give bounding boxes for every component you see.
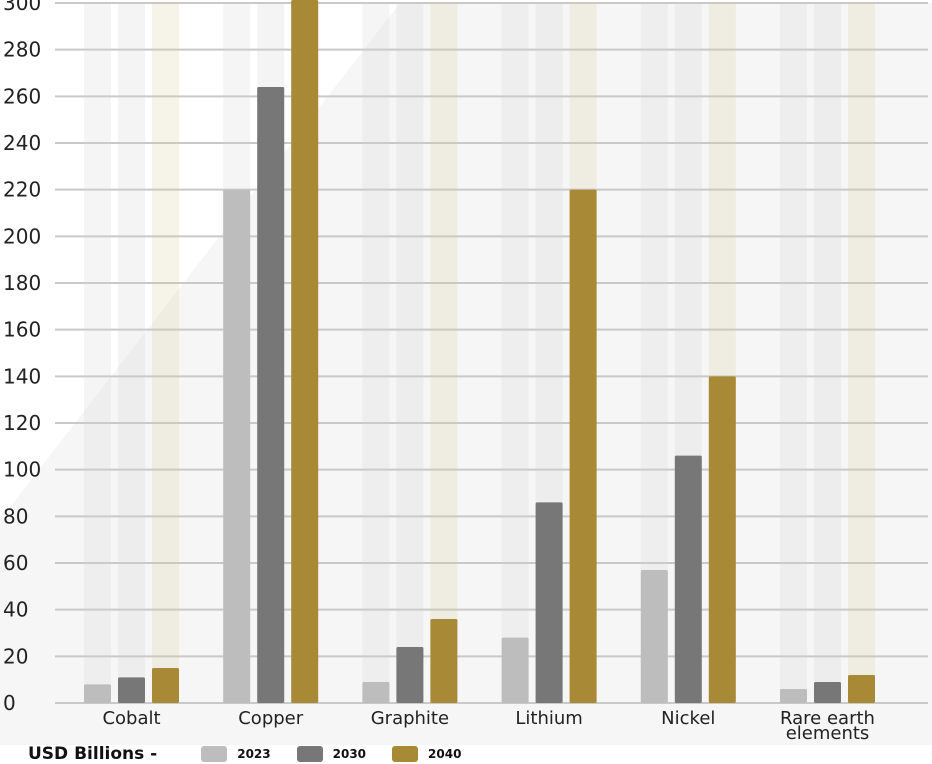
legend-swatch-2040 [392,745,419,762]
legend: USD Billions - 2023 2030 2040 [28,743,487,764]
y-tick-label: 240 [3,131,41,155]
x-category-label: Nickel [661,708,715,729]
bar-2030 [257,87,285,703]
bar-2023 [362,682,390,703]
y-tick-label: 100 [3,458,41,482]
y-tick-label: 280 [3,38,41,62]
bar-background-2040 [430,3,458,703]
x-axis-categories: Cobalt Copper Graphite Lithium Nickel Rare ea… [102,708,875,744]
legend-item-2023: 2023 [201,745,271,762]
y-tick-label: 60 [3,551,28,575]
y-tick-label: 80 [3,504,28,528]
bar-background-2030 [814,3,841,703]
bar-chart: 0 20 40 60 80 100 120 140 160 180 200 220 240 260 280 3… [3,0,928,744]
x-category-label: Rare earth elements [780,708,875,744]
y-tick-label: 120 [3,411,41,435]
legend-item-2040: 2040 [392,745,462,762]
bar-2030 [118,677,145,703]
bar-2040 [430,619,458,703]
bar-background-2030 [118,3,145,703]
bar-2040 [291,0,319,703]
bar-background-2023 [362,3,390,703]
y-tick-label: 40 [3,598,28,622]
bar-2023 [223,189,251,703]
bars [84,0,875,703]
bar-2030 [814,682,841,703]
bar-2023 [84,684,111,703]
legend-label-2030: 2030 [332,746,367,761]
bar-background-2023 [501,3,529,703]
legend-label-2023: 2023 [237,746,271,761]
y-tick-label: 0 [3,691,16,715]
bar-2040 [848,675,875,703]
bar-2030 [674,455,702,703]
bar-background-2040 [152,3,179,703]
bar-background-2023 [780,3,807,703]
y-tick-label: 300 [3,0,41,15]
x-category-label: Cobalt [102,708,160,729]
legend-swatch-2030 [296,745,323,762]
y-tick-label: 200 [3,224,41,248]
bar-2023 [640,570,668,703]
bar-2040 [708,376,736,703]
y-tick-label: 220 [3,178,41,202]
y-tick-label: 160 [3,318,41,342]
bar-2040 [569,189,597,703]
gridlines [55,2,928,704]
y-tick-label: 140 [3,364,41,388]
bar-2030 [396,647,424,703]
y-axis-ticks: 0 20 40 60 80 100 120 140 160 180 200 220 240 260 280 3… [3,0,41,715]
bar-2023 [501,637,529,703]
bar-2040 [152,668,179,703]
y-axis-label: USD Billions - [28,743,158,764]
bar-background-2030 [396,3,424,703]
x-category-label: Graphite [371,708,449,729]
y-tick-label: 260 [3,84,41,108]
legend-swatch-2023 [201,745,228,762]
bar-2030 [535,502,563,703]
legend-item-2030: 2030 [296,745,367,762]
y-tick-label: 20 [3,644,28,668]
legend-label-2040: 2040 [428,746,462,761]
x-category-label: Lithium [515,708,582,729]
bar-2023 [780,689,807,703]
x-category-label: Copper [238,708,304,729]
bar-background-2023 [84,3,111,703]
bar-background-2040 [848,3,875,703]
y-tick-label: 180 [3,271,41,295]
